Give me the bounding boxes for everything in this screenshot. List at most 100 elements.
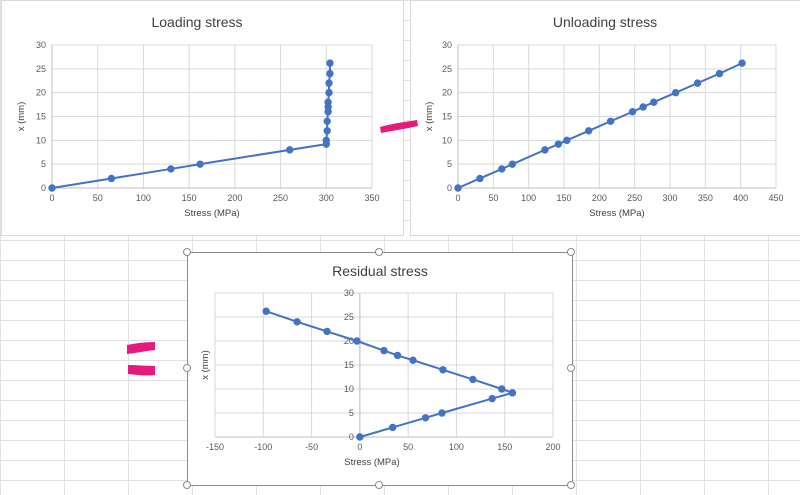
y-tick-label: 5 <box>41 159 46 169</box>
x-tick-label: 350 <box>364 193 379 203</box>
data-point <box>326 69 334 78</box>
residual-stress-chart[interactable]: -150 -100 -50 0 50 100 150 200 0 5 10 15 20 25 30 Resid… <box>187 252 573 486</box>
x-tick-label: 150 <box>556 193 571 203</box>
y-tick-label: 5 <box>447 159 452 169</box>
data-point <box>323 327 331 336</box>
y-tick-label: 5 <box>349 408 354 418</box>
chart-title: Residual stress <box>332 263 428 279</box>
data-point <box>48 184 56 192</box>
data-point <box>393 351 402 360</box>
y-tick-label: 15 <box>442 112 452 122</box>
y-tick-label: 25 <box>344 312 354 322</box>
data-point <box>438 409 446 417</box>
x-tick-label: 150 <box>182 193 197 203</box>
x-tick-label: -150 <box>206 442 224 452</box>
unloading-stress-chart[interactable]: 0 50 100 150 200 250 300 350 400 450 0 5 10 15 20 25 30 U… <box>410 0 800 236</box>
data-point <box>325 88 333 97</box>
data-point <box>353 337 361 345</box>
data-point <box>606 117 615 125</box>
y-axis-label: x (mm) <box>424 102 435 132</box>
x-tick-label: 450 <box>768 193 783 203</box>
series-line <box>457 62 743 189</box>
data-point <box>409 356 417 364</box>
resize-handle-bottom-center[interactable] <box>375 481 383 489</box>
data-point <box>541 146 549 154</box>
y-tick-label: 30 <box>36 40 46 50</box>
y-tick-label: 30 <box>344 288 354 298</box>
minus-annotation: − <box>380 120 418 133</box>
data-point <box>167 165 175 173</box>
resize-handle-bottom-right[interactable] <box>567 481 575 489</box>
data-point <box>196 160 204 168</box>
x-tick-label: 200 <box>545 442 560 452</box>
x-tick-label: 0 <box>357 442 362 452</box>
x-tick-label: 150 <box>497 442 512 452</box>
x-tick-label: 300 <box>662 193 677 203</box>
y-axis-label: x (mm) <box>200 350 211 380</box>
data-point <box>380 346 388 355</box>
x-tick-label: 0 <box>455 193 460 203</box>
series-line <box>51 63 331 189</box>
data-point <box>325 79 333 87</box>
y-tick-label: 0 <box>41 183 46 193</box>
x-tick-label: 250 <box>627 193 642 203</box>
data-point <box>323 127 331 135</box>
x-tick-label: 50 <box>488 193 498 203</box>
loading-stress-svg: 0 50 100 150 200 250 300 350 0 5 10 15 20 25 30 Loading… <box>16 14 380 219</box>
x-tick-label: 100 <box>521 193 536 203</box>
data-point <box>650 98 658 106</box>
resize-handle-middle-left[interactable] <box>183 364 191 372</box>
x-tick-label: 50 <box>93 193 103 203</box>
chart-title: Loading stress <box>151 14 242 30</box>
data-point <box>388 423 397 432</box>
residual-stress-svg: -150 -100 -50 0 50 100 150 200 0 5 10 15 20 25 30 Resid… <box>200 263 561 468</box>
data-point <box>738 59 746 67</box>
y-tick-label: 30 <box>442 40 452 50</box>
y-tick-label: 25 <box>442 64 452 74</box>
data-point <box>286 146 294 154</box>
y-tick-label: 10 <box>36 135 46 145</box>
data-point <box>454 184 462 192</box>
resize-handle-top-center[interactable] <box>375 248 383 256</box>
y-axis-label: x (mm) <box>16 102 27 132</box>
data-point <box>421 414 430 422</box>
data-point <box>671 88 680 97</box>
x-tick-label: -50 <box>305 442 318 452</box>
data-point <box>498 165 506 173</box>
resize-handle-bottom-left[interactable] <box>183 481 191 489</box>
data-point <box>324 98 332 106</box>
data-point <box>439 366 447 374</box>
data-point <box>469 375 477 384</box>
equals-annotation: = <box>127 342 155 376</box>
y-tick-label: 10 <box>442 135 452 145</box>
x-tick-label: 250 <box>273 193 288 203</box>
x-tick-label: -100 <box>254 442 272 452</box>
x-tick-label: 200 <box>592 193 607 203</box>
data-point <box>322 136 330 145</box>
x-axis-label: Stress (MPa) <box>589 208 644 219</box>
x-axis-label: Stress (MPa) <box>184 208 239 219</box>
data-point <box>554 140 563 148</box>
x-tick-label: 400 <box>733 193 748 203</box>
x-tick-label: 0 <box>49 193 54 203</box>
x-tick-label: 300 <box>319 193 334 203</box>
data-point <box>628 108 637 116</box>
y-tick-label: 15 <box>36 112 46 122</box>
resize-handle-top-right[interactable] <box>567 248 575 256</box>
loading-stress-chart[interactable]: 0 50 100 150 200 250 300 350 0 5 10 15 20 25 30 Loading… <box>1 0 404 236</box>
x-tick-label: 200 <box>227 193 242 203</box>
y-tick-label: 20 <box>442 88 452 98</box>
x-tick-label: 100 <box>449 442 464 452</box>
data-point <box>693 79 702 87</box>
y-tick-label: 15 <box>344 360 354 370</box>
y-tick-label: 25 <box>36 64 46 74</box>
data-point <box>293 318 301 326</box>
data-point <box>262 307 270 315</box>
data-point <box>508 160 517 168</box>
x-tick-label: 350 <box>698 193 713 203</box>
resize-handle-middle-right[interactable] <box>567 364 575 372</box>
x-tick-label: 50 <box>403 442 413 452</box>
data-point <box>323 117 331 125</box>
x-axis-label: Stress (MPa) <box>344 457 399 468</box>
resize-handle-top-left[interactable] <box>183 248 191 256</box>
